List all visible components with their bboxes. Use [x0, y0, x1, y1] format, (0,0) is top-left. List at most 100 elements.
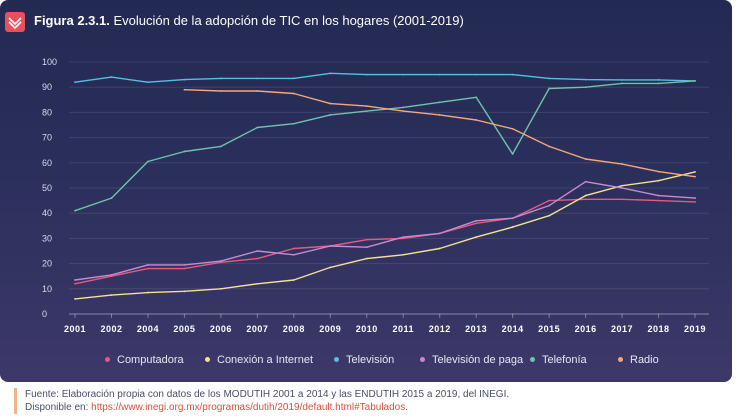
- data-point-radio: [511, 127, 514, 130]
- data-point-conexion-a-internet: [365, 257, 368, 260]
- data-point-conexion-a-internet: [475, 236, 478, 239]
- data-point-television: [147, 81, 149, 84]
- x-tick-label: 2014: [502, 324, 524, 334]
- data-point-television: [110, 76, 113, 79]
- data-point-radio: [183, 88, 186, 91]
- data-point-television-de-paga: [548, 204, 551, 207]
- data-point-conexion-a-internet: [438, 247, 441, 250]
- legend-item[interactable]: Conexión a Internet: [205, 354, 313, 366]
- x-tick-label: 2007: [246, 324, 268, 334]
- data-point-computadora: [475, 222, 478, 225]
- source-note: Fuente: Elaboración propia con datos de …: [14, 388, 745, 414]
- x-tick-label: 2005: [173, 324, 195, 334]
- legend-swatch-icon: [105, 356, 110, 362]
- data-point-computadora: [110, 275, 113, 278]
- x-tick-label: 2015: [538, 324, 560, 334]
- data-point-telefonia: [74, 209, 76, 212]
- data-point-computadora: [584, 198, 587, 201]
- legend-swatch-icon: [205, 356, 210, 362]
- data-point-conexion-a-internet: [694, 170, 696, 173]
- x-tick-label: 2018: [648, 324, 670, 334]
- legend-label: Conexión a Internet: [217, 354, 314, 366]
- x-tick-label: 2010: [356, 324, 378, 334]
- legend-item[interactable]: Televisión: [334, 354, 394, 366]
- data-point-conexion-a-internet: [147, 291, 149, 294]
- data-point-television-de-paga: [438, 232, 441, 235]
- data-point-conexion-a-internet: [329, 266, 332, 269]
- y-tick-label: 80: [42, 107, 52, 117]
- legend-item[interactable]: Telefonía: [530, 354, 587, 366]
- data-point-conexion-a-internet: [621, 184, 623, 187]
- y-tick-label: 40: [42, 208, 52, 218]
- data-point-telefonia: [219, 145, 222, 148]
- legend-item[interactable]: Radio: [618, 354, 659, 366]
- data-point-conexion-a-internet: [511, 226, 514, 228]
- data-point-conexion-a-internet: [256, 282, 259, 285]
- chart-legend: Computadora Conexión a Internet Televisión…: [0, 354, 750, 370]
- x-tick-label: 2002: [100, 324, 122, 334]
- series-line-television-de-paga: [74, 181, 696, 281]
- data-point-radio: [584, 158, 587, 160]
- legend-item[interactable]: Computadora: [105, 354, 184, 366]
- y-tick-label: 10: [42, 284, 52, 294]
- series-line-conexion-a-internet: [74, 171, 696, 300]
- data-point-conexion-a-internet: [110, 294, 113, 296]
- y-axis: 0 10 20 30 40 50 60 70 80 90 100: [42, 57, 57, 319]
- chart-panel: [0, 0, 732, 382]
- y-tick-label: 100: [42, 57, 57, 67]
- data-point-television-de-paga: [74, 279, 76, 281]
- legend-swatch-icon: [420, 356, 425, 362]
- data-point-television: [548, 77, 551, 80]
- data-point-television: [292, 77, 295, 80]
- y-tick-label: 30: [42, 233, 52, 243]
- data-point-television-de-paga: [657, 194, 660, 197]
- data-point-television: [365, 73, 368, 76]
- data-point-television-de-paga: [402, 236, 405, 239]
- data-point-telefonia: [256, 126, 259, 129]
- data-point-television-de-paga: [329, 245, 332, 247]
- data-point-television: [219, 77, 222, 80]
- data-point-telefonia: [329, 114, 332, 116]
- data-point-radio: [657, 170, 660, 173]
- data-point-television-de-paga: [694, 197, 696, 199]
- x-tick-label: 2006: [210, 324, 232, 334]
- data-point-telefonia: [511, 153, 514, 155]
- x-tick-label: 2016: [575, 324, 597, 334]
- data-point-conexion-a-internet: [74, 297, 76, 300]
- data-point-conexion-a-internet: [402, 253, 405, 256]
- data-point-computadora: [694, 200, 696, 203]
- data-point-telefonia: [402, 106, 405, 109]
- data-point-television-de-paga: [183, 263, 186, 266]
- data-point-television: [329, 72, 332, 75]
- data-point-television: [511, 73, 514, 76]
- data-point-computadora: [402, 237, 405, 240]
- source-link[interactable]: https://www.inegi.org.mx/programas/dutih…: [91, 402, 406, 413]
- data-point-telefonia: [365, 110, 368, 113]
- data-point-telefonia: [694, 80, 696, 82]
- chart-series: [74, 72, 696, 300]
- data-point-computadora: [256, 257, 259, 260]
- data-point-radio: [292, 92, 295, 95]
- source-suffix: .: [405, 402, 408, 413]
- legend-swatch-icon: [618, 356, 623, 362]
- series-line-computadora: [74, 198, 696, 285]
- x-tick-label: 2012: [429, 324, 451, 334]
- data-point-computadora: [621, 198, 623, 201]
- data-point-computadora: [365, 238, 368, 241]
- data-point-television-de-paga: [147, 263, 149, 266]
- source-prefix: Disponible en:: [25, 402, 92, 413]
- data-point-television: [256, 77, 259, 80]
- data-point-telefonia: [110, 197, 113, 199]
- series-line-television: [74, 72, 696, 83]
- data-point-television-de-paga: [584, 180, 587, 183]
- data-point-radio: [329, 102, 332, 105]
- data-point-radio: [694, 175, 696, 178]
- data-point-telefonia: [621, 82, 623, 85]
- data-point-television-de-paga: [292, 253, 295, 256]
- data-point-telefonia: [584, 86, 587, 89]
- legend-item[interactable]: Televisión de paga: [420, 354, 523, 366]
- data-point-conexion-a-internet: [657, 179, 660, 182]
- data-point-television-de-paga: [110, 274, 113, 276]
- data-point-television: [183, 78, 186, 81]
